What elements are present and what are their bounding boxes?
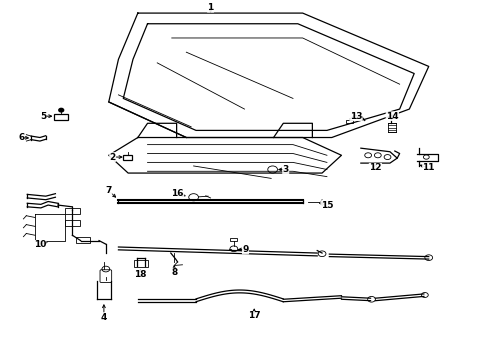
Circle shape [59, 108, 63, 112]
Text: 1: 1 [207, 3, 213, 12]
Text: 12: 12 [368, 163, 381, 172]
Text: 9: 9 [242, 245, 248, 254]
Text: 17: 17 [247, 311, 260, 320]
Text: 4: 4 [101, 312, 107, 321]
Text: 18: 18 [134, 270, 146, 279]
Text: 10: 10 [34, 240, 46, 249]
Text: 15: 15 [320, 201, 332, 210]
Text: 13: 13 [349, 112, 362, 121]
Text: 2: 2 [109, 153, 116, 162]
Text: 6: 6 [19, 133, 24, 142]
Text: 14: 14 [385, 112, 398, 121]
Text: 5: 5 [40, 112, 46, 121]
Text: 16: 16 [171, 189, 183, 198]
Text: 3: 3 [282, 165, 288, 174]
Text: 7: 7 [105, 186, 112, 195]
Text: 11: 11 [422, 163, 434, 172]
Text: 8: 8 [171, 268, 177, 277]
